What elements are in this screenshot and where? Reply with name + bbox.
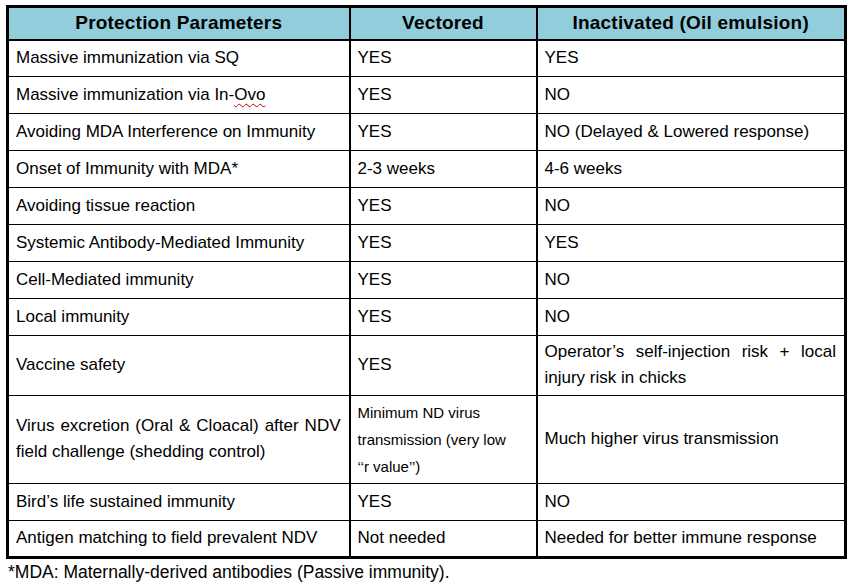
table-row: Onset of Immunity with MDA*2-3 weeks4-6 … [8,151,846,188]
table-row: Avoiding MDA Interference on ImmunityYES… [8,114,846,151]
cell-param: Avoiding tissue reaction [8,188,350,225]
table-row: Massive immunization via In-OvoYESNO [8,77,846,114]
cell-vectored: Minimum ND virus transmission (very low … [350,395,537,483]
cell-vectored: YES [350,483,537,520]
cell-inactivated: 4-6 weeks [537,151,846,188]
vaccine-comparison-table: Protection Parameters Vectored Inactivat… [6,5,847,559]
cell-inactivated: YES [537,225,846,262]
table-row: Local immunityYESNO [8,299,846,336]
cell-param: Onset of Immunity with MDA* [8,151,350,188]
cell-vectored: 2-3 weeks [350,151,537,188]
cell-vectored: YES [350,40,537,77]
cell-param: Massive immunization via SQ [8,40,350,77]
cell-vectored: YES [350,225,537,262]
mda-footnote: *MDA: Maternally-derived antibodies (Pas… [8,562,852,583]
document-page: Protection Parameters Vectored Inactivat… [0,5,852,585]
cell-inactivated: Needed for better immune response [537,520,846,557]
cell-vectored: YES [350,77,537,114]
cell-vectored: Not needed [350,520,537,557]
comparison-table-body: Massive immunization via SQYESYESMassive… [8,40,846,558]
cell-param: Antigen matching to field prevalent NDV [8,520,350,557]
cell-param: Local immunity [8,299,350,336]
cell-inactivated: YES [537,40,846,77]
cell-param: Vaccine safety [8,336,350,396]
table-header: Protection Parameters Vectored Inactivat… [8,7,846,40]
table-row: Massive immunization via SQYESYES [8,40,846,77]
cell-vectored: YES [350,114,537,151]
table-row: Virus excretion (Oral & Cloacal) after N… [8,395,846,483]
cell-param: Avoiding MDA Interference on Immunity [8,114,350,151]
cell-vectored: YES [350,336,537,396]
cell-param: Bird’s life sustained immunity [8,483,350,520]
cell-inactivated: NO [537,262,846,299]
cell-param: Cell-Mediated immunity [8,262,350,299]
header-row: Protection Parameters Vectored Inactivat… [8,7,846,40]
cell-inactivated: Operator’s self-injection risk + local i… [537,336,846,396]
table-row: Cell-Mediated immunityYESNO [8,262,846,299]
header-protection-parameters: Protection Parameters [8,7,350,40]
cell-param: Virus excretion (Oral & Cloacal) after N… [8,395,350,483]
cell-inactivated: NO [537,483,846,520]
cell-vectored: YES [350,262,537,299]
spellcheck-underline: Ovo [234,85,265,104]
table-row: Vaccine safetyYESOperator’s self-injecti… [8,336,846,396]
cell-inactivated: NO [537,188,846,225]
table-row: Antigen matching to field prevalent NDVN… [8,520,846,557]
cell-vectored: YES [350,299,537,336]
cell-inactivated: NO [537,77,846,114]
cell-vectored: YES [350,188,537,225]
cell-param: Massive immunization via In-Ovo [8,77,350,114]
header-inactivated: Inactivated (Oil emulsion) [537,7,846,40]
table-row: Avoiding tissue reactionYESNO [8,188,846,225]
cell-inactivated: NO (Delayed & Lowered response) [537,114,846,151]
table-row: Systemic Antibody-Mediated ImmunityYESYE… [8,225,846,262]
cell-inactivated: NO [537,299,846,336]
cell-param: Systemic Antibody-Mediated Immunity [8,225,350,262]
cell-inactivated: Much higher virus transmission [537,395,846,483]
table-row: Bird’s life sustained immunityYESNO [8,483,846,520]
header-vectored: Vectored [350,7,537,40]
